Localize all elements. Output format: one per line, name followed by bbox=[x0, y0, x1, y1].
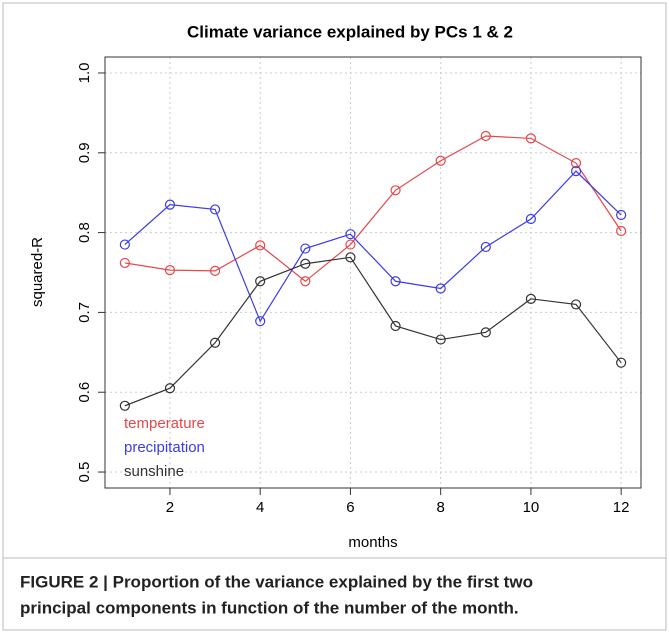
data-point bbox=[209, 204, 221, 215]
x-tick-label: 8 bbox=[437, 499, 445, 516]
data-point bbox=[119, 400, 130, 411]
data-point bbox=[570, 158, 582, 169]
legend-entry: sunshine bbox=[124, 463, 184, 480]
data-point bbox=[435, 283, 446, 294]
series-line bbox=[124, 170, 622, 323]
data-point bbox=[525, 213, 537, 225]
x-tick-label: 10 bbox=[523, 499, 540, 516]
y-tick-label: 0.6 bbox=[76, 382, 93, 403]
data-point bbox=[570, 166, 582, 177]
y-tick-label: 1.0 bbox=[76, 63, 93, 84]
data-point bbox=[570, 299, 582, 310]
data-point bbox=[390, 320, 401, 332]
data-point bbox=[390, 185, 401, 196]
data-point bbox=[525, 293, 537, 304]
data-point bbox=[435, 334, 446, 345]
plot-frame bbox=[104, 56, 642, 489]
series-line bbox=[124, 256, 622, 407]
legend-entry: precipitation bbox=[124, 439, 205, 456]
caption-line: principal components in function of the … bbox=[20, 598, 519, 617]
data-point bbox=[480, 327, 491, 338]
data-point bbox=[345, 239, 356, 250]
x-tick-label: 2 bbox=[166, 499, 174, 516]
data-point bbox=[616, 225, 627, 237]
data-point bbox=[255, 276, 266, 287]
y-tick-label: 0.5 bbox=[76, 462, 93, 483]
series-line bbox=[124, 135, 622, 283]
caption-line: FIGURE 2 | Proportion of the variance ex… bbox=[20, 572, 533, 591]
x-tick-label: 4 bbox=[256, 499, 264, 516]
y-tick-label: 0.8 bbox=[76, 222, 93, 243]
data-point bbox=[390, 276, 401, 287]
y-tick-label: 0.9 bbox=[76, 142, 93, 163]
data-point bbox=[164, 199, 176, 210]
legend-entry: temperature bbox=[124, 415, 205, 432]
data-point bbox=[255, 316, 266, 327]
data-point bbox=[480, 130, 491, 142]
x-axis-label: months bbox=[348, 534, 397, 551]
data-point bbox=[480, 241, 491, 253]
data-point bbox=[209, 265, 221, 277]
y-tick-label: 0.7 bbox=[76, 302, 93, 323]
data-point bbox=[616, 209, 627, 221]
data-point bbox=[435, 155, 446, 166]
data-point bbox=[164, 383, 176, 394]
data-point bbox=[300, 276, 311, 287]
chart-title: Climate variance explained by PCs 1 & 2 bbox=[187, 22, 513, 41]
x-tick-label: 6 bbox=[346, 499, 354, 516]
data-point bbox=[525, 133, 537, 144]
data-point bbox=[255, 240, 266, 251]
data-point bbox=[616, 357, 627, 368]
data-point bbox=[164, 265, 176, 276]
data-point bbox=[300, 243, 311, 254]
data-point bbox=[345, 252, 356, 263]
data-point bbox=[209, 337, 221, 348]
y-axis-label: squared-R bbox=[29, 237, 46, 307]
data-point bbox=[345, 229, 356, 240]
data-point bbox=[119, 239, 130, 250]
data-point bbox=[300, 258, 311, 269]
data-point bbox=[119, 257, 130, 269]
x-tick-label: 12 bbox=[613, 499, 630, 516]
